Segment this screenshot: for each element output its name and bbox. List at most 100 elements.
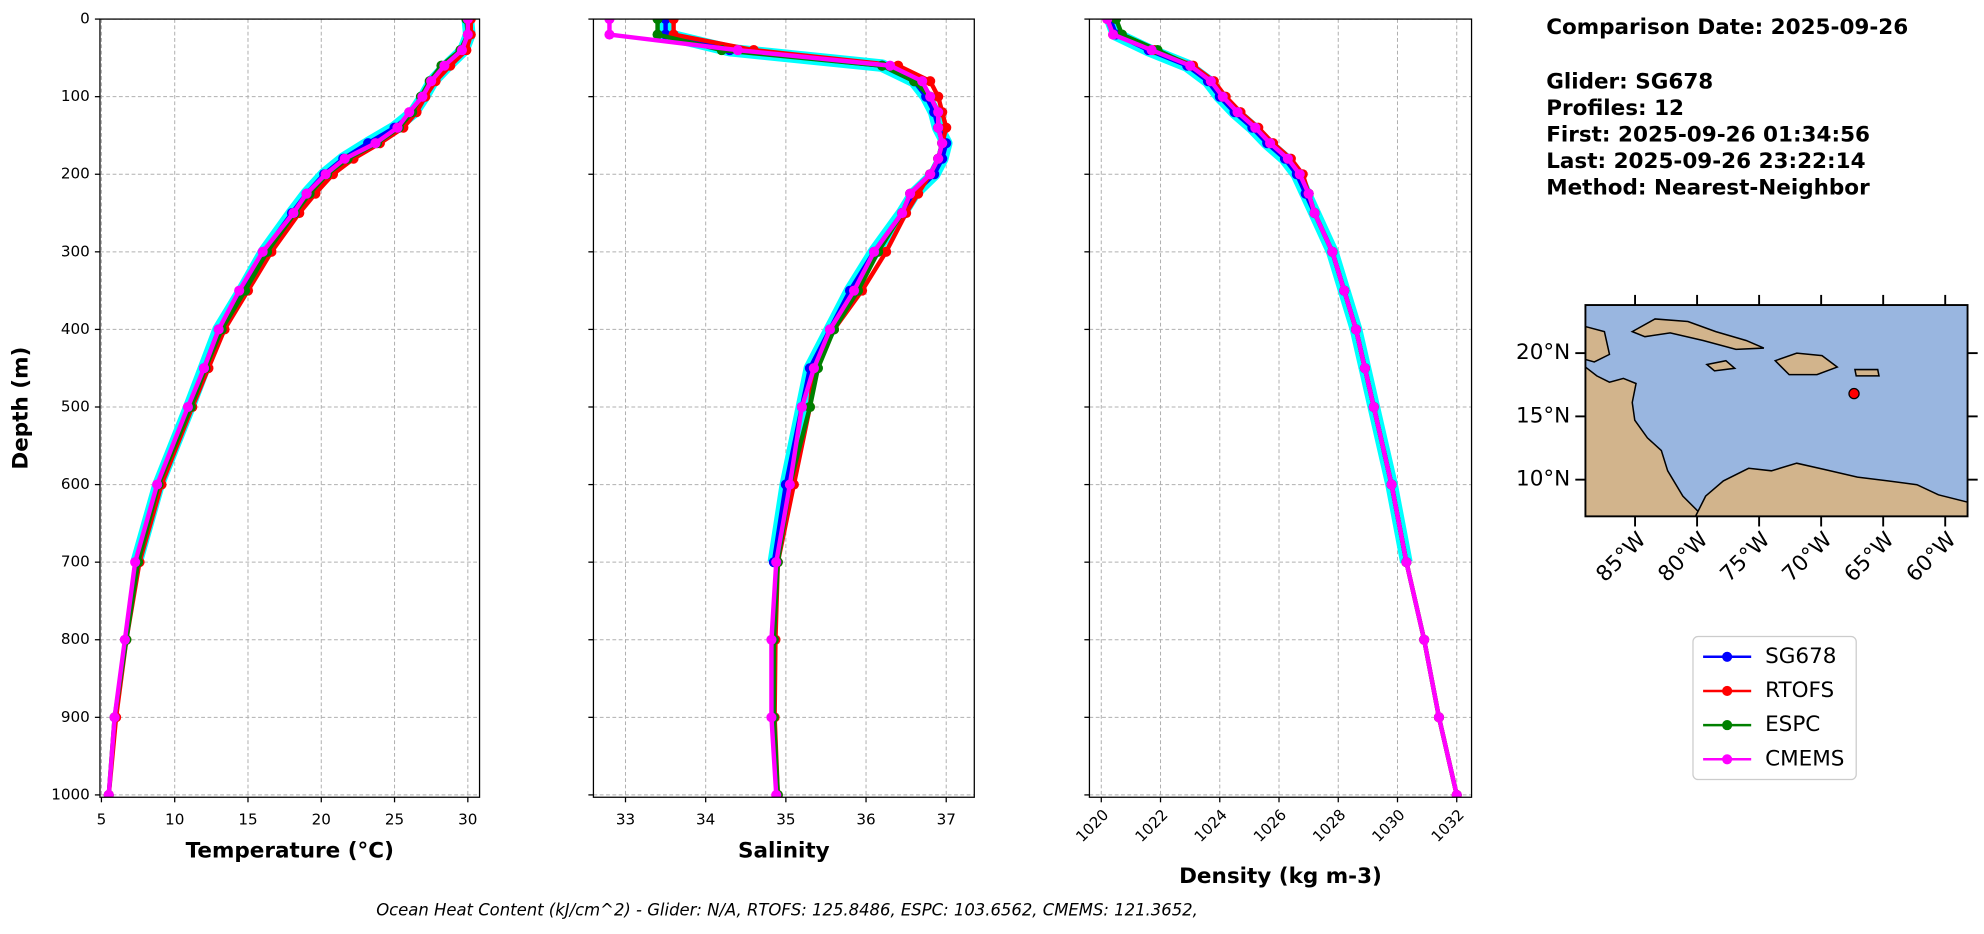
series-group — [604, 19, 953, 798]
profile-marker — [339, 153, 350, 164]
profile-marker — [652, 19, 663, 25]
map: 10°N15°N20°N85°W 80°W 75°W 70°W 65°W 60°W — [1516, 294, 1978, 587]
glider-location — [1848, 387, 1860, 400]
profile-marker — [1108, 29, 1119, 40]
profile-marker — [1368, 401, 1379, 413]
plot-frame — [1088, 18, 1473, 798]
y-tick-label: 0 — [80, 10, 90, 28]
profile-marker — [771, 557, 782, 568]
y-tick-label: 300 — [61, 242, 90, 260]
profile-marker — [1146, 45, 1157, 56]
profile-marker — [456, 45, 468, 56]
profile-marker — [1282, 153, 1293, 164]
profile-marker — [109, 712, 120, 723]
footer-note: Ocean Heat Content (kJ/cm^2) - Glider: N… — [376, 901, 1198, 920]
x-tick-label: 30 — [458, 811, 477, 829]
profile-marker — [1294, 169, 1305, 180]
profile-marker — [808, 363, 819, 374]
profile-marker — [213, 324, 224, 335]
profile-marker — [103, 789, 114, 798]
legend-box — [1692, 635, 1857, 781]
profile-marker — [917, 76, 928, 87]
profile-marker — [848, 285, 860, 296]
y-tick-label: 1000 — [51, 785, 90, 803]
y-tick-label: 400 — [61, 320, 90, 338]
central-america — [1585, 366, 1705, 517]
x-axis-label: Salinity — [738, 839, 830, 864]
profile-marker — [937, 138, 948, 149]
legend: SG678 RTOFS ESPC CMEMS — [1692, 635, 1857, 781]
profile-marker — [392, 122, 403, 133]
profile-marker — [933, 107, 944, 118]
x-tick-label: 25 — [385, 811, 404, 829]
profile-marker — [370, 138, 381, 149]
south-america — [1694, 462, 1968, 517]
profile-marker — [1102, 19, 1113, 25]
profile-marker — [1265, 138, 1276, 149]
profile-marker — [417, 91, 428, 102]
info-line: Method: Nearest-Neighbor — [1546, 176, 1870, 201]
x-tick-label: 33 — [616, 811, 635, 829]
profile-marker — [1359, 363, 1370, 374]
profile-marker — [1232, 107, 1243, 118]
profile-marker — [1185, 60, 1196, 71]
lat-label: 10°N — [1516, 467, 1570, 492]
profile-marker — [824, 324, 836, 335]
y-tick-label: 200 — [61, 165, 90, 183]
profile-marker — [941, 122, 952, 133]
x-axis-label: Temperature (°C) — [186, 839, 394, 864]
lat-label: 15°N — [1516, 403, 1570, 428]
profile-marker — [604, 29, 615, 40]
x-tick-label: 34 — [696, 811, 715, 829]
profile-marker — [1350, 324, 1362, 335]
profile-marker — [925, 169, 936, 180]
series-group — [1102, 19, 1462, 798]
profile-marker — [257, 246, 268, 257]
y-tick-label: 800 — [61, 630, 90, 648]
y-tick-label: 600 — [61, 475, 90, 493]
plot-area — [593, 19, 975, 798]
profile-marker — [288, 207, 299, 219]
lat-label: 20°N — [1516, 340, 1570, 365]
profile-marker — [1250, 122, 1261, 133]
legend-label: CMEMS — [1765, 746, 1844, 771]
profile-marker — [234, 285, 245, 296]
profile-marker — [897, 207, 908, 219]
profile-marker — [925, 91, 936, 102]
profile-marker — [462, 19, 473, 25]
x-tick-label: 5 — [97, 811, 107, 829]
profile-marker — [1451, 789, 1462, 798]
cuba — [1630, 318, 1765, 351]
profile-marker — [1401, 557, 1412, 568]
profile-marker — [1386, 479, 1397, 490]
profile-marker — [804, 401, 815, 413]
profile-marker — [933, 122, 944, 133]
legend-marker — [1722, 720, 1733, 731]
x-tick-label: 35 — [776, 811, 795, 829]
profile-marker — [182, 401, 193, 413]
y-tick-label: 500 — [61, 397, 90, 415]
info-line: Last: 2025-09-26 23:22:14 — [1546, 149, 1865, 174]
land — [1585, 318, 1968, 517]
profile-marker — [1217, 91, 1228, 102]
mexico — [1585, 325, 1611, 363]
y-tick-label: 700 — [61, 553, 90, 571]
profile-marker — [130, 557, 141, 568]
jamaica — [1705, 359, 1737, 372]
profile-marker — [119, 634, 130, 645]
puerto-rico — [1854, 368, 1880, 377]
profile-marker — [152, 479, 163, 490]
y-axis-label: Depth (m) — [9, 347, 34, 470]
series-group — [103, 19, 476, 798]
legend-label: ESPC — [1765, 712, 1820, 737]
map-frame — [1584, 304, 1969, 518]
plot-area — [1089, 19, 1472, 798]
profile-marker — [1419, 634, 1430, 645]
profile-marker — [320, 169, 331, 180]
profile-marker — [771, 789, 782, 798]
profile-marker — [668, 19, 679, 25]
x-tick-label: 36 — [856, 811, 875, 829]
profile-marker — [1205, 76, 1216, 87]
legend-marker — [1722, 685, 1733, 697]
